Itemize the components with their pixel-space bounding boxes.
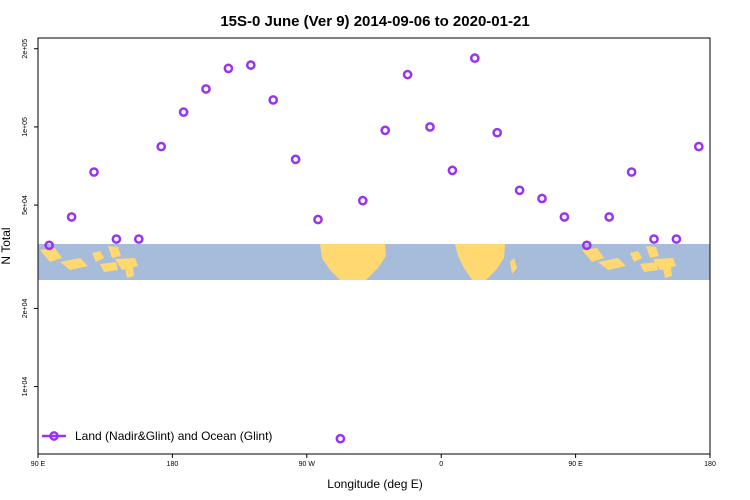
x-tick-label: 90 E (31, 461, 46, 468)
data-point (111, 234, 122, 244)
data-point (693, 141, 704, 152)
y-axis-label: N Total (0, 227, 13, 264)
data-point (156, 141, 167, 152)
data-point (66, 212, 77, 222)
legend: Land (Nadir&Glint) and Ocean (Glint) (42, 429, 272, 443)
y-tick-label: 1e+04 (22, 377, 29, 397)
data-point (447, 165, 458, 176)
chart-title: 15S-0 June (Ver 9) 2014-09-06 to 2020-01… (220, 13, 529, 30)
y-tick-label: 1e+05 (22, 117, 29, 137)
x-axis: 90 E 180 90 W 0 90 E 180 (31, 454, 716, 468)
x-tick-label: 180 (704, 461, 716, 468)
x-tick-label: 0 (439, 461, 443, 468)
data-point (133, 234, 144, 244)
world-map-band (38, 244, 710, 280)
data-point (626, 167, 637, 177)
y-tick-label: 2e+04 (22, 298, 29, 318)
data-point (425, 122, 435, 132)
data-point (469, 53, 480, 64)
data-point (290, 154, 301, 165)
data-point (89, 167, 99, 177)
land-masses (40, 244, 676, 280)
data-point (649, 234, 659, 244)
data-point (671, 234, 682, 244)
data-point (313, 214, 323, 225)
y-tick-label: 5e+04 (22, 195, 29, 215)
data-point (335, 433, 346, 444)
data-point (245, 60, 256, 70)
data-point (201, 84, 211, 94)
legend-label: Land (Nadir&Glint) and Ocean (Glint) (75, 429, 272, 443)
data-point (492, 127, 503, 138)
y-axis: 1e+04 2e+04 5e+04 1e+05 2e+05 (22, 39, 38, 397)
data-point (44, 240, 55, 251)
data-points (44, 53, 704, 444)
data-point (581, 240, 592, 251)
legend-marker (49, 431, 59, 441)
y-tick-label: 2e+05 (22, 39, 29, 59)
data-point (357, 195, 368, 206)
data-point (380, 125, 391, 136)
data-point (268, 95, 279, 105)
data-point (178, 107, 189, 117)
data-point (223, 63, 234, 74)
plot-frame (37, 37, 711, 455)
data-point (514, 185, 525, 196)
x-axis-label: Longitude (deg E) (327, 477, 422, 491)
data-point (604, 212, 615, 222)
data-point (402, 69, 413, 80)
x-tick-label: 180 (167, 461, 179, 468)
x-tick-label: 90 W (299, 461, 316, 468)
x-tick-label: 90 E (568, 461, 583, 468)
data-point (559, 212, 570, 222)
data-point (537, 193, 547, 204)
